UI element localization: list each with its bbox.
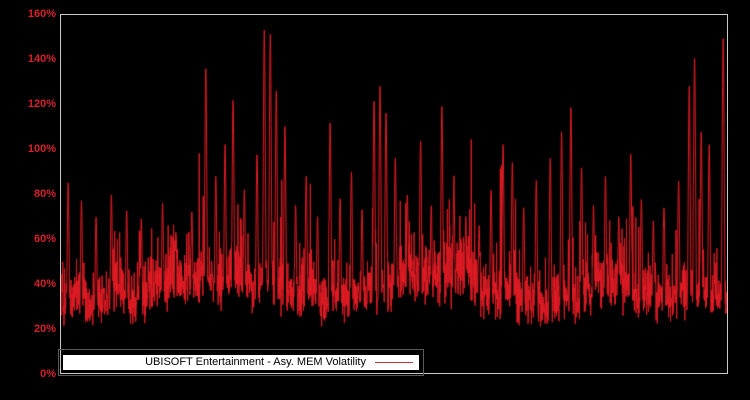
y-tick-label: 60% [33, 233, 56, 245]
y-tick-label: 140% [27, 53, 56, 65]
y-tick-label: 0% [40, 368, 56, 380]
plot-area [60, 14, 728, 374]
legend-line-swatch [375, 362, 413, 363]
series-line-volatility [61, 15, 727, 373]
y-tick-label: 40% [33, 278, 56, 290]
y-tick-label: 80% [33, 188, 56, 200]
y-tick-label: 120% [27, 98, 56, 110]
y-tick-label: 20% [33, 323, 56, 335]
y-tick-label: 100% [27, 143, 56, 155]
legend-label: UBISOFT Entertainment - Asy. MEM Volatil… [145, 356, 366, 368]
y-tick-label: 160% [27, 8, 56, 20]
chart-legend[interactable]: UBISOFT Entertainment - Asy. MEM Volatil… [63, 355, 419, 370]
y-axis: 0% 20% 40% 60% 80% 100% 120% 140% 160% [0, 0, 56, 400]
